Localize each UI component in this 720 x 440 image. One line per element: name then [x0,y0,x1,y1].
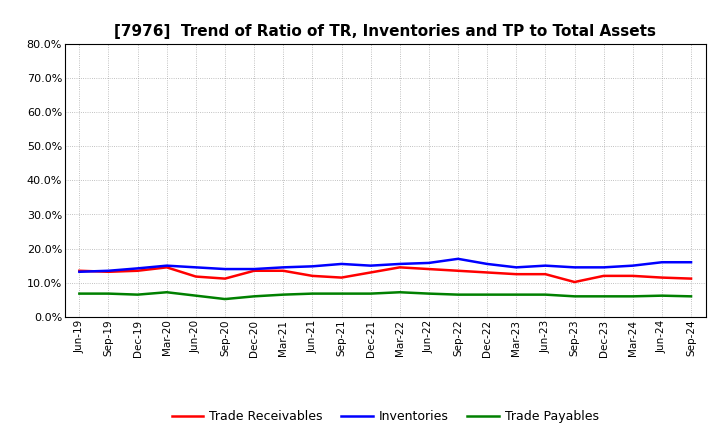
Inventories [308,264,317,269]
Inventories [425,260,433,266]
Trade Receivables [337,275,346,280]
Trade Payables [104,291,113,296]
Trade Receivables [454,268,462,273]
Inventories [220,266,229,271]
Inventories [192,265,200,270]
Trade Payables [687,294,696,299]
Inventories [541,263,550,268]
Inventories [250,266,258,271]
Trade Payables [541,292,550,297]
Inventories [657,260,666,265]
Trade Payables [192,293,200,298]
Trade Receivables [133,268,142,273]
Trade Receivables [657,275,666,280]
Line: Inventories: Inventories [79,259,691,272]
Trade Payables [599,294,608,299]
Trade Payables [366,291,375,296]
Inventories [133,266,142,271]
Inventories [483,261,492,267]
Inventories [599,265,608,270]
Inventories [163,263,171,268]
Trade Receivables [395,265,404,270]
Trade Receivables [512,271,521,277]
Trade Payables [308,291,317,296]
Inventories [512,265,521,270]
Trade Receivables [483,270,492,275]
Inventories [454,256,462,261]
Trade Receivables [425,266,433,271]
Trade Payables [279,292,287,297]
Trade Receivables [75,268,84,273]
Trade Receivables [163,265,171,270]
Inventories [75,269,84,275]
Trade Payables [570,294,579,299]
Trade Payables [75,291,84,296]
Trade Payables [250,294,258,299]
Inventories [395,261,404,267]
Legend: Trade Receivables, Inventories, Trade Payables: Trade Receivables, Inventories, Trade Pa… [166,405,604,428]
Trade Payables [483,292,492,297]
Trade Payables [629,294,637,299]
Trade Receivables [192,274,200,279]
Trade Payables [395,290,404,295]
Trade Receivables [104,269,113,275]
Trade Payables [425,291,433,296]
Trade Payables [163,290,171,295]
Trade Receivables [279,268,287,273]
Trade Payables [337,291,346,296]
Trade Receivables [366,270,375,275]
Inventories [687,260,696,265]
Inventories [366,263,375,268]
Trade Receivables [599,273,608,279]
Trade Receivables [629,273,637,279]
Trade Payables [220,297,229,302]
Trade Receivables [541,271,550,277]
Title: [7976]  Trend of Ratio of TR, Inventories and TP to Total Assets: [7976] Trend of Ratio of TR, Inventories… [114,24,656,39]
Trade Receivables [308,273,317,279]
Inventories [104,268,113,273]
Trade Payables [657,293,666,298]
Inventories [570,265,579,270]
Trade Payables [133,292,142,297]
Inventories [629,263,637,268]
Trade Payables [454,292,462,297]
Inventories [337,261,346,267]
Trade Receivables [220,276,229,281]
Trade Payables [512,292,521,297]
Line: Trade Payables: Trade Payables [79,292,691,299]
Inventories [279,265,287,270]
Trade Receivables [687,276,696,281]
Trade Receivables [250,268,258,273]
Trade Receivables [570,279,579,285]
Line: Trade Receivables: Trade Receivables [79,268,691,282]
